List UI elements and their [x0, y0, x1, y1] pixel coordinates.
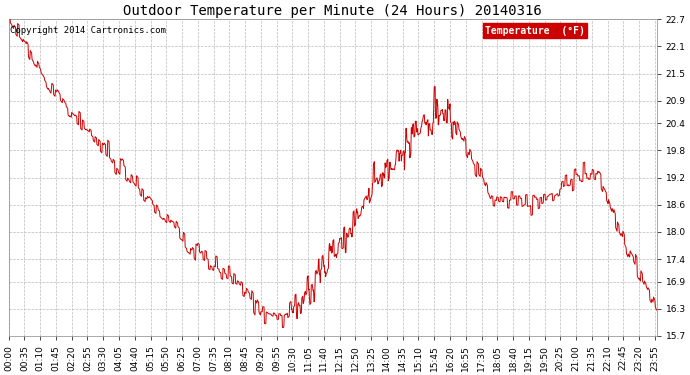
Text: Temperature  (°F): Temperature (°F): [485, 26, 585, 36]
Text: Copyright 2014 Cartronics.com: Copyright 2014 Cartronics.com: [10, 26, 166, 34]
Title: Outdoor Temperature per Minute (24 Hours) 20140316: Outdoor Temperature per Minute (24 Hours…: [124, 4, 542, 18]
